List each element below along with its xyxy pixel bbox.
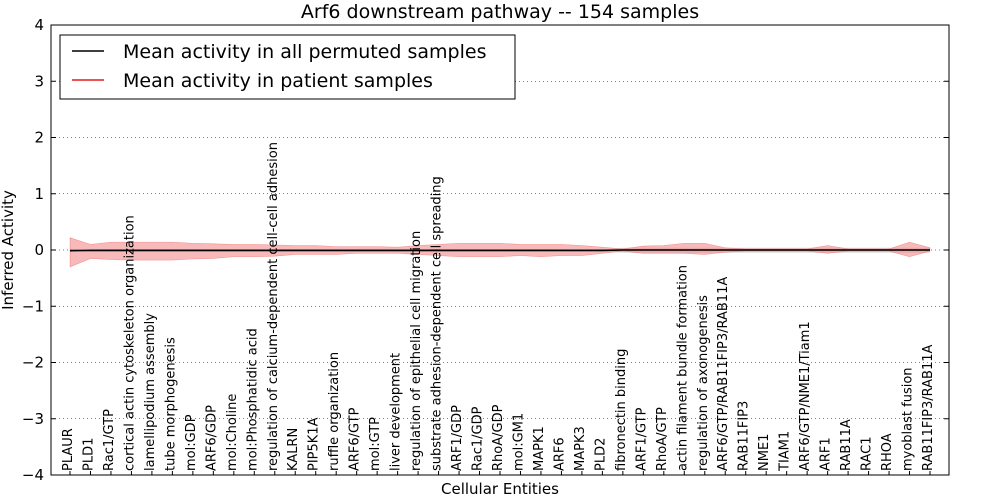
- x-category-label: ruffle organization: [327, 352, 342, 471]
- y-axis-label: Inferred Activity: [0, 190, 17, 310]
- y-tick-label: 3: [34, 72, 44, 90]
- x-category-label: TIAM1: [778, 431, 793, 472]
- x-category-label: ARF1/GDP: [450, 405, 465, 471]
- band-layer: [69, 237, 931, 268]
- x-category-label: mol:GTP: [368, 417, 383, 471]
- x-category-label: MAPK1: [532, 426, 547, 471]
- x-category-label: ARF6: [552, 437, 567, 471]
- x-category-label: fibronectin binding: [614, 349, 629, 471]
- x-category-label: substrate adhesion-dependent cell spread…: [430, 176, 445, 471]
- x-category-label: RhoA/GDP: [491, 404, 506, 471]
- x-category-label: PLD1: [81, 438, 96, 471]
- x-category-label: mol:GM1: [511, 413, 526, 471]
- legend-entry-patient: Mean activity in patient samples: [123, 70, 433, 92]
- chart-title: Arf6 downstream pathway -- 154 samples: [301, 1, 699, 23]
- x-category-label: lamellipodium assembly: [143, 313, 158, 471]
- x-category-label: RAB11FIP3/RAB11A: [921, 344, 936, 471]
- x-category-label: PLAUR: [61, 428, 76, 471]
- x-category-label: NME1: [757, 434, 772, 471]
- y-tick-label: 0: [34, 241, 44, 259]
- x-category-label: actin filament bundle formation: [675, 265, 690, 471]
- y-tick-label: −4: [22, 466, 44, 484]
- x-category-label: myoblast fusion: [901, 367, 916, 471]
- x-axis-label: Cellular Entities: [441, 480, 559, 498]
- x-category-label: regulation of calcium-dependent cell-cel…: [266, 142, 281, 471]
- x-category-label: RAB11FIP3: [737, 401, 752, 471]
- x-category-label: MAPK3: [573, 426, 588, 471]
- y-tick-label: 2: [34, 129, 44, 147]
- x-category-label: ARF6/GDP: [204, 405, 219, 471]
- y-tick-label: −2: [22, 354, 44, 372]
- x-category-label-layer: PLAUR PLD1 Rac1/GTP cortical actin cytoskel…: [61, 142, 936, 472]
- plot-frame: [50, 24, 950, 476]
- y-tick-label: −3: [22, 410, 44, 428]
- y-tick-label: −1: [22, 297, 44, 315]
- x-category-label: Rac1/GTP: [102, 409, 117, 471]
- x-category-label: ARF1: [819, 437, 834, 471]
- y-tick-label: 1: [34, 185, 44, 203]
- x-category-label: liver development: [389, 353, 404, 471]
- legend-box: [59, 34, 516, 100]
- x-category-label: mol:GDP: [184, 414, 199, 471]
- x-category-label: cortical actin cytoskeleton organization: [122, 215, 137, 471]
- x-category-label: ARF1/GTP: [634, 407, 649, 471]
- x-category-label: RAB11A: [839, 419, 854, 471]
- x-category-label: regulation of axonogenesis: [696, 295, 711, 471]
- x-category-label: KALRN: [286, 428, 301, 471]
- y-tick-label: 4: [34, 16, 44, 34]
- line-layer: [69, 249, 930, 252]
- x-category-label: tube morphogenesis: [163, 337, 178, 471]
- x-category-label: RhoA/GTP: [655, 407, 670, 471]
- legend: Mean activity in all permuted samples Me…: [59, 34, 516, 100]
- x-category-label: mol:Choline: [225, 394, 240, 471]
- x-category-label: regulation of epithelial cell migration: [409, 231, 424, 471]
- x-category-label: RHOA: [880, 433, 895, 471]
- y-tick-layer: −4 −3 −2 −1 0 1 2 3 4: [22, 16, 949, 484]
- x-category-label: mol:Phosphatidic acid: [245, 328, 260, 471]
- x-category-label: PIP5K1A: [307, 417, 322, 471]
- x-category-label: PLD2: [593, 438, 608, 471]
- x-category-label: Rac1/GDP: [471, 406, 486, 471]
- x-category-label: ARF6/GTP/RAB11FIP3/RAB11A: [716, 277, 731, 471]
- permuted-mean-line: [70, 249, 930, 252]
- legend-entry-permuted: Mean activity in all permuted samples: [123, 41, 486, 63]
- patient-band: [69, 237, 931, 268]
- x-category-label: ARF6/GTP/NME1/Tiam1: [798, 321, 813, 471]
- x-category-label: ARF6/GTP: [348, 407, 363, 471]
- x-category-label: RAC1: [860, 436, 875, 471]
